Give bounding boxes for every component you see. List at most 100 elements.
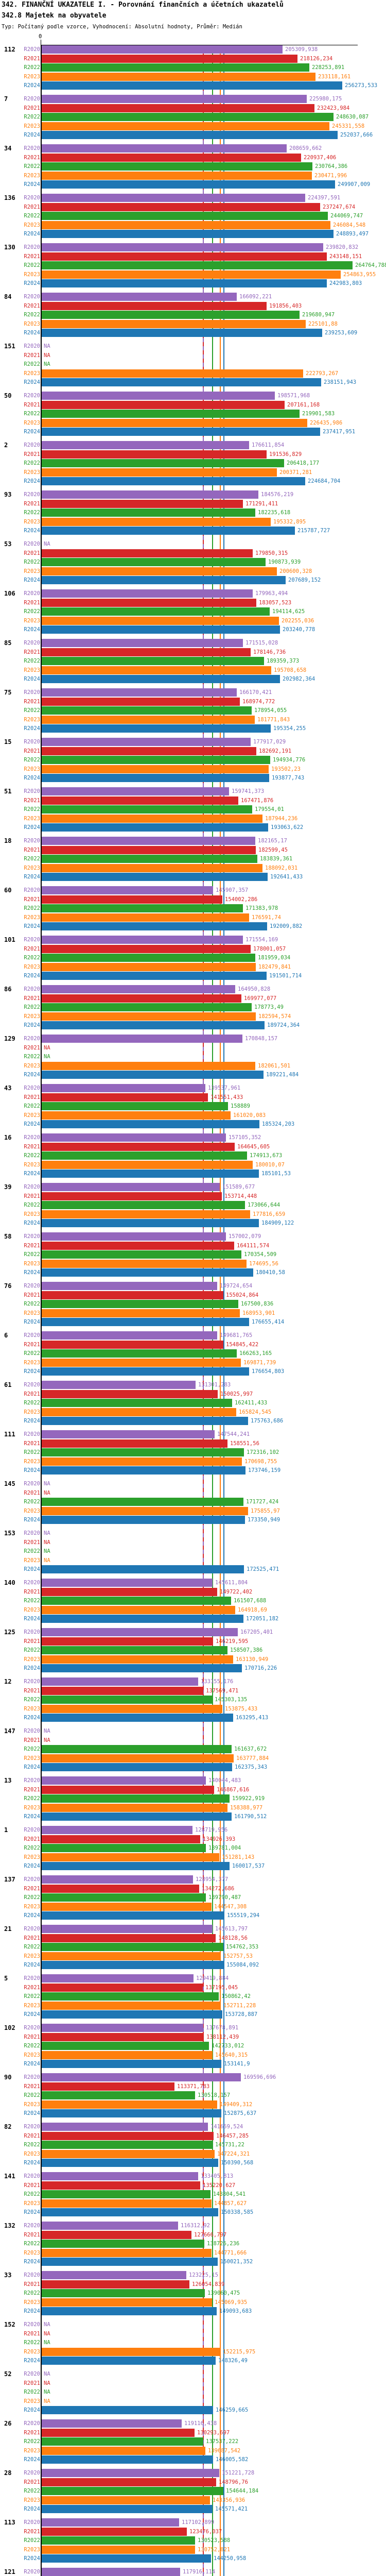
bar: [42, 864, 262, 872]
series-row-label: R2021: [24, 1886, 40, 1892]
series-row-label: R2021: [24, 1935, 40, 1941]
series-row-label: R2024: [24, 1022, 40, 1028]
series-row-label: R2023: [24, 2102, 40, 2108]
series-row-label: R2020: [24, 145, 40, 151]
bar: [42, 261, 353, 269]
bar-value-label: 155084,092: [226, 1962, 259, 1968]
series-row-label: R2020: [24, 2321, 40, 2328]
series-row-label: R2022: [24, 1548, 40, 1554]
series-row-label: R2022: [24, 1153, 40, 1159]
series-row-label: R2023: [24, 2299, 40, 2306]
series-row-label: R2021: [24, 204, 40, 210]
bar-value-label: 152711,228: [223, 2003, 256, 2009]
bar: [42, 1875, 193, 1884]
bar-value-label: 154845,422: [226, 1342, 259, 1348]
bar-value-label: 182479,841: [258, 964, 291, 970]
series-row-label: R2021: [24, 56, 40, 62]
bar-value-label: 130523,588: [198, 2537, 231, 2544]
series-row-label: R2022: [24, 114, 40, 120]
bar-value-label: 182599,45: [258, 847, 288, 853]
series-row-label: R2020: [24, 2569, 40, 2575]
series-row-label: R2020: [24, 96, 40, 102]
bar-value-label: 177816,659: [253, 1211, 286, 1217]
bar: [42, 2455, 213, 2464]
series-row-label: R2023: [24, 1261, 40, 1267]
series-row-label: R2020: [24, 2025, 40, 2031]
series-row-label: R2024: [24, 1517, 40, 1523]
bar: [42, 1102, 228, 1110]
bar-value-label: 147224,321: [217, 2151, 250, 2157]
bar: [42, 172, 312, 180]
bar-value-label: 127666,797: [194, 2232, 227, 2238]
bar-value-label: 150025,997: [220, 1391, 253, 1397]
bar: [42, 2280, 189, 2289]
series-row-label: R2022: [24, 1449, 40, 1455]
series-row-label: R2021: [24, 2529, 40, 2535]
bar-value-label: 157105,352: [229, 1134, 261, 1141]
bar-value-label: 192641,433: [270, 874, 303, 880]
series-row-label: R2020: [24, 2223, 40, 2229]
series-row-label: R2023: [24, 370, 40, 377]
bar: [42, 1183, 220, 1191]
bar: [42, 2002, 221, 2010]
bar: [42, 2231, 191, 2239]
series-row-label: R2022: [24, 2389, 40, 2395]
bar-value-label: 154644,184: [226, 2488, 259, 2494]
bar-value-label: 142733,012: [212, 2043, 244, 2049]
series-row-label: R2020: [24, 2420, 40, 2427]
bar: [42, 1430, 215, 1438]
series-row-label: R2024: [24, 824, 40, 831]
bar-value-label: 117102,899: [182, 2519, 215, 2526]
series-row-label: R2023: [24, 469, 40, 476]
series-row-label: R2024: [24, 2358, 40, 2364]
series-row-label: R2020: [24, 1382, 40, 1388]
series-row-label: R2023: [24, 2547, 40, 2553]
series-row-label: R2024: [24, 2061, 40, 2067]
bar-value-label: 175763,686: [251, 1418, 284, 1424]
bar: [42, 1291, 223, 1299]
group-id-label: 5: [4, 1975, 8, 1982]
series-row-label: R2020: [24, 1481, 40, 1487]
bar: [42, 2073, 241, 2081]
bar: [42, 2437, 203, 2446]
series-row-label: R2020: [24, 2272, 40, 2278]
bar: [42, 419, 307, 427]
bar: [42, 1381, 196, 1389]
bar: [42, 1417, 248, 1425]
series-row-label: R2021: [24, 155, 40, 161]
group-id-label: 15: [4, 738, 12, 745]
bar: [42, 1934, 216, 1942]
bar: [42, 2141, 213, 2149]
group-id-label: 53: [4, 540, 12, 548]
bar-value-label: 130293,697: [197, 2430, 230, 2436]
series-row-label: R2020: [24, 1233, 40, 1240]
group-id-label: 101: [4, 936, 15, 943]
bar-value-label: 164950,828: [238, 986, 271, 992]
bar: [42, 1844, 206, 1852]
bar-value-label: 161790,512: [234, 1814, 267, 1820]
bar-value-label: 192009,882: [270, 923, 303, 929]
series-row-label: R2024: [24, 577, 40, 583]
bar-value-label: 179850,315: [255, 550, 288, 556]
bar-value-label: 193502,23: [271, 766, 301, 772]
bar: [42, 1943, 223, 1951]
bar: [42, 747, 256, 755]
bar-value-label: 163130,949: [236, 1656, 269, 1663]
bar: [42, 154, 301, 162]
series-row-label: R2022: [24, 806, 40, 812]
series-row-label: R2020: [24, 541, 40, 547]
bar: [42, 2307, 217, 2315]
bar: [42, 1565, 244, 1573]
bar-value-label: 244069,747: [330, 213, 363, 219]
bar: [42, 243, 323, 251]
bar: [42, 1242, 234, 1250]
bar: [42, 401, 285, 409]
series-row-label: R2022: [24, 757, 40, 763]
bar: [42, 1974, 194, 1982]
series-row-label: R2024: [24, 1368, 40, 1375]
bar: [42, 1893, 206, 1902]
bar-value-label: 146259,665: [216, 2407, 249, 2413]
series-row-label: R2023: [24, 420, 40, 426]
series-row-label: R2024: [24, 626, 40, 633]
bar: [42, 1133, 226, 1142]
